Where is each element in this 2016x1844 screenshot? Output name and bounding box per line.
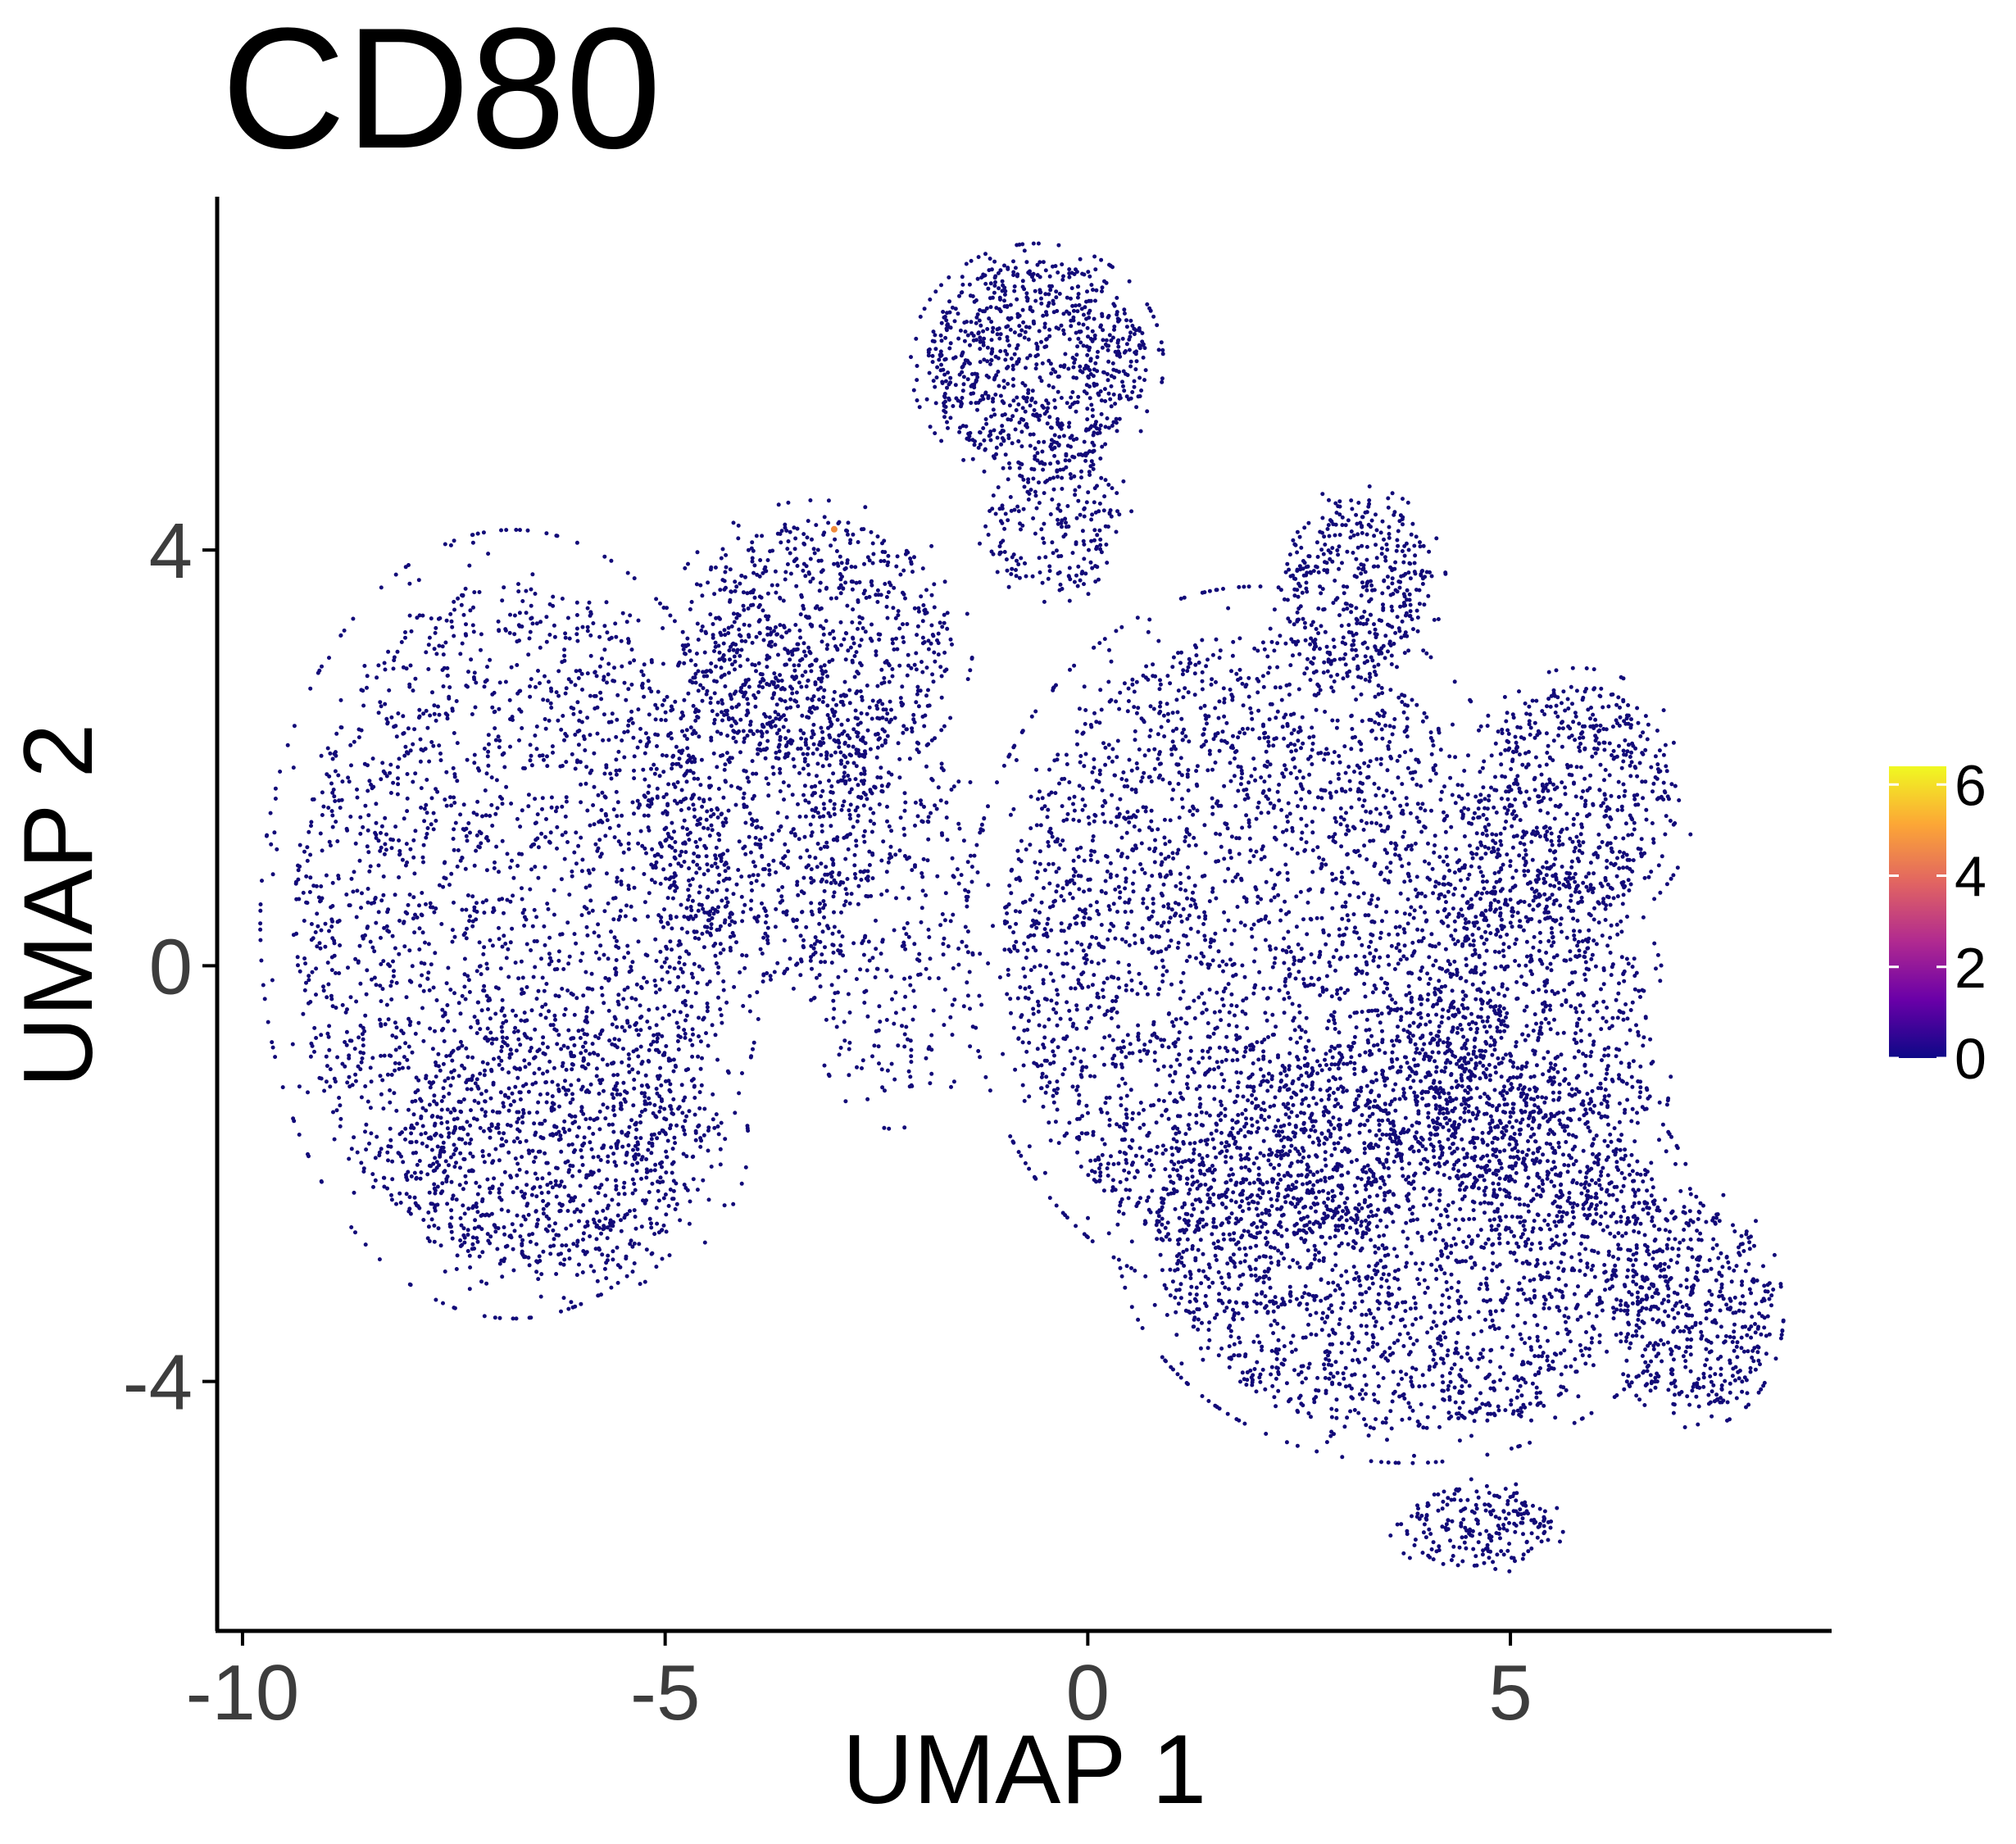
x-tick-label: 5 [1488, 1649, 1532, 1737]
y-axis-ticks: -4 0 4 [123, 507, 217, 1427]
colorbar-ticks: 0 2 4 6 [1889, 753, 1986, 1091]
x-tick-label: -5 [630, 1649, 700, 1737]
colorbar-tick-label: 6 [1955, 753, 1986, 817]
colorbar-tick-label: 0 [1955, 1027, 1986, 1091]
y-tick-label: 0 [149, 923, 193, 1011]
colorbar [1889, 766, 1946, 1058]
colorbar-tick-label: 2 [1955, 936, 1986, 1000]
highlight-point [830, 525, 838, 533]
x-axis-title: UMAP 1 [842, 1715, 1207, 1824]
x-tick-label: 0 [1066, 1649, 1110, 1737]
data-points-group [258, 241, 1786, 1574]
x-axis-ticks: -10 -5 0 5 [186, 1631, 1532, 1737]
y-axis-title: UMAP 2 [3, 724, 113, 1088]
x-tick-label: -10 [186, 1649, 300, 1737]
chart-title: CD80 [221, 0, 661, 184]
y-tick-label: 4 [149, 507, 193, 595]
colorbar-tick-label: 4 [1955, 845, 1986, 909]
y-tick-label: -4 [123, 1339, 193, 1427]
data-point-cloud [258, 241, 1786, 1574]
highlight-points-group [830, 525, 838, 533]
